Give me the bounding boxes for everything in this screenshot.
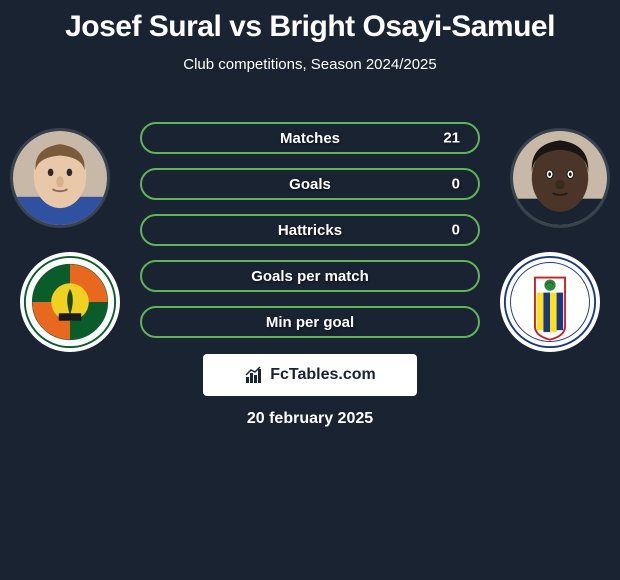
stat-bar-goals: Goals 0 [140,168,480,200]
stat-bar-min-per-goal: Min per goal [140,306,480,338]
player-avatar-right [510,128,610,228]
subtitle: Club competitions, Season 2024/2025 [0,56,620,73]
stat-value-right: 21 [443,130,460,147]
page-title: Josef Sural vs Bright Osayi-Samuel [0,10,620,44]
club-left-svg [23,255,117,349]
stat-label: Hattricks [278,222,342,239]
stat-label: Goals [289,176,331,193]
date-text: 20 february 2025 [247,410,373,428]
stat-bar-hattricks: Hattricks 0 [140,214,480,246]
stat-value-right: 0 [452,222,460,239]
club-right-svg [503,255,597,349]
player-left-svg [13,131,107,225]
chart-icon [244,365,264,385]
player-right-svg [513,131,607,225]
branding-text: FcTables.com [270,366,376,384]
branding-box: FcTables.com [203,354,417,396]
stat-bars: Matches 21 Goals 0 Hattricks 0 Goals per… [140,122,480,338]
player-avatar-left [10,128,110,228]
stat-label: Min per goal [266,314,354,331]
stat-bar-goals-per-match: Goals per match [140,260,480,292]
stat-value-right: 0 [452,176,460,193]
club-badge-right [500,252,600,352]
club-badge-left [20,252,120,352]
stat-bar-matches: Matches 21 [140,122,480,154]
stat-label: Goals per match [251,268,369,285]
title-container: Josef Sural vs Bright Osayi-Samuel [0,0,620,44]
stat-label: Matches [280,130,340,147]
